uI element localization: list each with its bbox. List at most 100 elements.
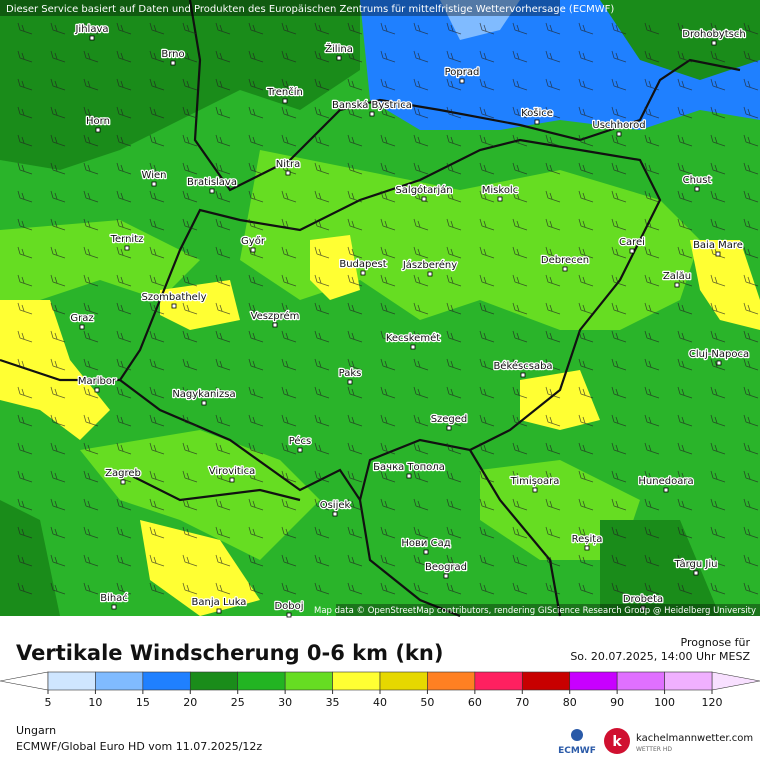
wind-barb (347, 302, 363, 315)
wind-barb (611, 498, 627, 511)
wind-barb (182, 134, 198, 147)
wind-barb (413, 554, 429, 567)
region (690, 240, 760, 330)
wind-barb (17, 106, 33, 119)
wind-barb (677, 358, 693, 371)
city-marker (216, 608, 222, 614)
wind-barb (446, 22, 462, 35)
wind-barb (545, 50, 561, 63)
wind-barb (215, 50, 231, 63)
wind-barb (149, 50, 165, 63)
city-marker (151, 181, 157, 187)
wind-barb (677, 498, 693, 511)
wind-barb (479, 302, 495, 315)
wind-barb (17, 274, 33, 287)
wind-barb (50, 358, 66, 371)
wind-barb (644, 498, 660, 511)
wind-barb (578, 470, 594, 483)
wind-barb (413, 134, 429, 147)
wind-barb (710, 274, 726, 287)
wind-barb (743, 302, 759, 315)
wind-barb (314, 330, 330, 343)
wind-barb (215, 442, 231, 455)
city-label: Kecskemét (386, 332, 440, 344)
city-marker (711, 40, 717, 46)
attribution-top: Dieser Service basiert auf Daten und Pro… (6, 4, 614, 15)
scale-tick-label: 90 (610, 696, 624, 709)
legend-title: Vertikale Windscherung 0-6 km (kn) (16, 641, 443, 665)
wind-barb (611, 190, 627, 203)
wind-barb (479, 470, 495, 483)
wind-barb (446, 582, 462, 595)
wind-barb (149, 302, 165, 315)
wind-barb (644, 470, 660, 483)
wind-barb (182, 470, 198, 483)
wind-barb (50, 554, 66, 567)
wind-barb (314, 554, 330, 567)
wind-barb (380, 246, 396, 259)
wind-barb (545, 162, 561, 175)
city-marker (170, 60, 176, 66)
wind-barb (710, 442, 726, 455)
scale-box (47, 671, 96, 691)
wind-barb (248, 162, 264, 175)
wind-barb (17, 470, 33, 483)
wind-barb (380, 554, 396, 567)
wind-barb (182, 78, 198, 91)
wind-barb (611, 246, 627, 259)
wind-barb (479, 386, 495, 399)
wind-barb (248, 134, 264, 147)
wind-barb (446, 386, 462, 399)
wind-barb (248, 470, 264, 483)
wind-barb (479, 330, 495, 343)
wind-barb (545, 106, 561, 119)
wind-barb (380, 22, 396, 35)
wind-barb (446, 190, 462, 203)
wind-barb (545, 78, 561, 91)
city-marker (663, 487, 669, 493)
scale-box (237, 671, 286, 691)
city-marker (347, 379, 353, 385)
wind-barb (182, 330, 198, 343)
wind-barb (512, 134, 528, 147)
city-label: Banská Bystrica (332, 99, 412, 111)
wind-barb (215, 358, 231, 371)
wind-barb (710, 498, 726, 511)
wind-barb (611, 50, 627, 63)
city-marker (285, 170, 291, 176)
wind-barb (380, 414, 396, 427)
color-scale: 5 10 15 20 25 30 35 40 50 60 70 80 90 100 120 (0, 671, 760, 709)
wind-barb (281, 442, 297, 455)
city-label: Szeged (431, 414, 468, 425)
wind-barb (83, 442, 99, 455)
wind-barb (611, 218, 627, 231)
scale-box (379, 671, 428, 691)
wind-barb (248, 330, 264, 343)
city-marker (229, 477, 235, 483)
wind-barb (413, 470, 429, 483)
wind-barb (743, 358, 759, 371)
wind-barb (545, 246, 561, 259)
city-marker (616, 131, 622, 137)
wind-barb (149, 246, 165, 259)
wind-barb (215, 190, 231, 203)
city-marker (297, 447, 303, 453)
wind-barb (50, 330, 66, 343)
wind-barb (578, 246, 594, 259)
city-marker (89, 35, 95, 41)
wind-barb (710, 414, 726, 427)
city-label: Salgótarján (395, 184, 452, 196)
wind-barb (446, 330, 462, 343)
wind-barb (743, 414, 759, 427)
city-marker (250, 247, 256, 253)
city-label: Bratislava (187, 177, 237, 188)
wind-barb (611, 162, 627, 175)
wind-barb (116, 274, 132, 287)
wind-barb (182, 302, 198, 315)
border (188, 0, 741, 192)
scale-tick-label: 60 (468, 696, 482, 709)
city-label: Ternitz (110, 234, 144, 245)
city-label: Nitra (276, 159, 300, 170)
wind-barb (446, 50, 462, 63)
